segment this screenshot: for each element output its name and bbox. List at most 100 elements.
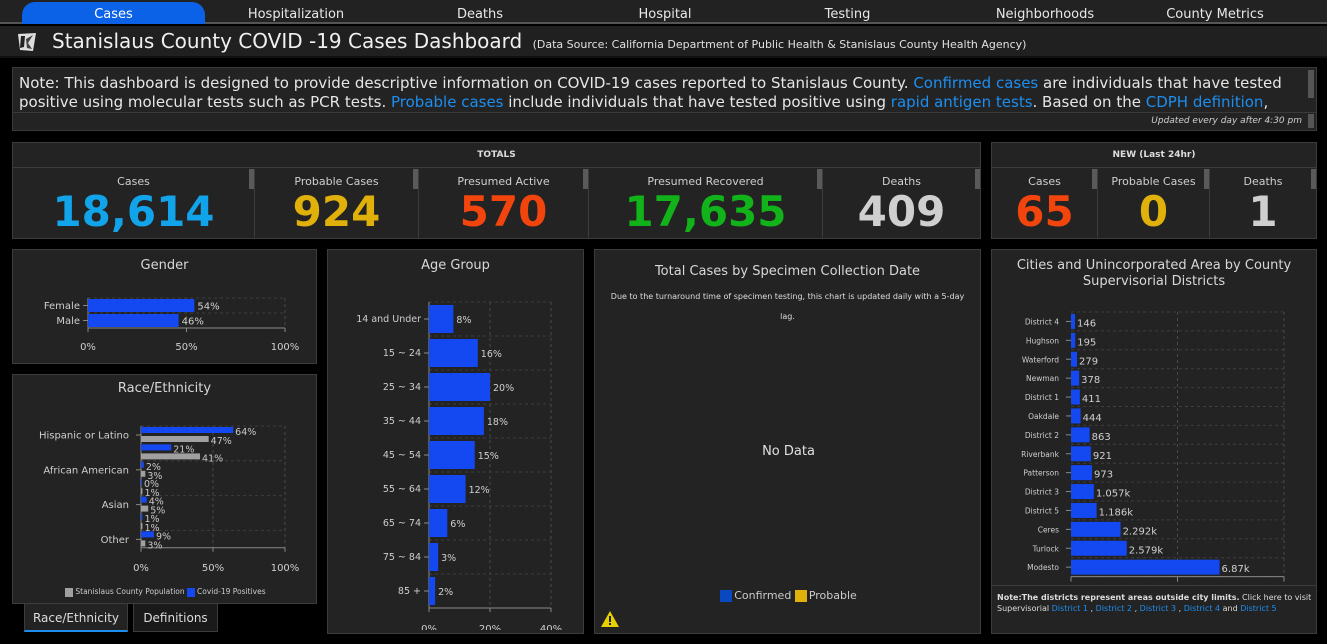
value-label: 2.579k (1129, 545, 1164, 556)
category-label: Asian (102, 500, 129, 511)
tab-cases[interactable]: Cases (22, 2, 205, 24)
age-chart: 14 and Under 8% 15 ~ 24 16% 25 ~ 34 20% 35 ~ 4… (356, 301, 562, 630)
category-label: District 1 (1025, 393, 1059, 402)
districts-note-and: and (1222, 604, 1238, 613)
new-24hr-heading: NEW (Last 24hr) (992, 143, 1316, 168)
stat-value: 65 (1015, 187, 1074, 236)
probable-cases-link[interactable]: Probable cases (391, 93, 504, 111)
value-label: 921 (1093, 451, 1112, 462)
bar (88, 299, 195, 312)
district-3-link[interactable]: District 3 (1139, 604, 1177, 613)
new-stat-probable-cases: Probable Cases 0 (1098, 169, 1210, 238)
bar-population (141, 436, 209, 442)
scroll-knob[interactable] (817, 169, 822, 189)
bar (429, 475, 466, 503)
bar (1071, 484, 1094, 500)
category-label: District 3 (1025, 488, 1059, 497)
specimen-legend: Confirmed Probable (595, 589, 982, 602)
note-text: Note: This dashboard is designed to prov… (19, 74, 1299, 114)
bar (1071, 427, 1090, 443)
confirmed-cases-link[interactable]: Confirmed cases (913, 74, 1039, 92)
county-logo-icon (18, 33, 36, 51)
scroll-knob[interactable] (249, 169, 254, 189)
bar (429, 339, 478, 367)
category-label: Riverbank (1021, 450, 1060, 459)
district-2-link[interactable]: District 2 (1095, 604, 1133, 613)
districts-note-bold: Note:The districts represent areas outsi… (997, 593, 1240, 602)
bar (1071, 465, 1093, 481)
bar-population (141, 523, 143, 529)
totals-panel: TOTALS Cases 18,614 Probable Cases 924 P… (12, 142, 981, 239)
category-label: Male (56, 316, 80, 327)
value-label: 1% (144, 514, 159, 525)
stat-value: 409 (857, 187, 946, 236)
bar (429, 509, 448, 537)
bar-positives (141, 444, 172, 451)
scroll-knob[interactable] (1204, 169, 1209, 189)
value-label: 18% (487, 417, 508, 428)
stat-label: Probable Cases (294, 175, 379, 188)
note-divider (13, 112, 1316, 113)
data-source: (Data Source: California Department of P… (532, 38, 1027, 51)
value-label: 1% (144, 488, 159, 499)
no-data-message: No Data (762, 444, 815, 459)
districts-chart-title: Cities and Unincorporated Area by County… (1016, 258, 1292, 289)
bar (429, 577, 436, 605)
scroll-knob[interactable] (413, 169, 418, 189)
tab-neighborhoods[interactable]: Neighborhoods (995, 7, 1095, 22)
footer-scrollbar[interactable] (1308, 114, 1314, 128)
tab-testing[interactable]: Testing (824, 7, 871, 22)
cdph-definition-link[interactable]: CDPH definition (1145, 93, 1264, 111)
value-label: 146 (1077, 318, 1096, 329)
tab-race-ethnicity[interactable]: Race/Ethnicity (24, 604, 128, 632)
bar-population (141, 470, 146, 477)
x-tick-label: 100% (271, 563, 300, 574)
value-label: 41% (202, 453, 223, 464)
value-label: 54% (197, 302, 219, 313)
x-tick-label: 50% (175, 342, 197, 353)
district-5-link[interactable]: District 5 (1240, 604, 1277, 613)
age-group-panel: Age Group 14 and Under 8% 15 ~ 24 16% 25 ~ 3… (327, 249, 584, 634)
stat-label: Presumed Active (457, 175, 550, 188)
value-label: 6% (450, 519, 465, 530)
category-label: 65 ~ 74 (383, 518, 421, 529)
race-chart: Hispanic or Latino 64%47% 21% 41% African Am… (39, 425, 300, 574)
bar (1071, 521, 1121, 537)
value-label: 5% (150, 506, 165, 517)
bar-positives (141, 514, 143, 520)
specimen-panel: Total Cases by Specimen Collection Date … (594, 249, 981, 634)
value-label: 64% (235, 427, 256, 438)
note-scrollbar[interactable] (1308, 70, 1314, 98)
districts-note: Note:The districts represent areas outsi… (997, 593, 1312, 613)
category-label: Oakdale (1028, 412, 1059, 421)
value-label: 12% (469, 485, 490, 496)
totals-heading: TOTALS (13, 143, 980, 168)
district-1-link[interactable]: District 1 (1051, 604, 1089, 613)
value-label: 2% (146, 462, 161, 473)
warning-icon[interactable] (600, 610, 620, 628)
category-label: Turlock (1032, 544, 1060, 553)
category-label: Waterford (1022, 355, 1059, 364)
note-text-4: . Based on the (1032, 93, 1146, 111)
district-4-link[interactable]: District 4 (1183, 604, 1221, 613)
tab-hospitalization[interactable]: Hospitalization (247, 7, 345, 22)
updated-text: Updated every day after 4:30 pm (1151, 116, 1302, 126)
tab-hospital[interactable]: Hospital (638, 7, 692, 22)
value-label: 444 (1083, 413, 1102, 424)
scroll-knob[interactable] (583, 169, 588, 189)
districts-divider (992, 585, 1316, 586)
bar (1071, 502, 1097, 518)
scroll-knob[interactable] (1092, 169, 1097, 189)
stat-presumed-active: Presumed Active 570 (419, 169, 589, 238)
scroll-knob[interactable] (1311, 169, 1316, 189)
value-label: 3% (147, 540, 162, 551)
rapid-antigen-link[interactable]: rapid antigen tests (890, 93, 1033, 111)
tab-county-metrics[interactable]: County Metrics (1166, 7, 1264, 22)
category-label: District 2 (1025, 431, 1059, 440)
stat-label: Probable Cases (1111, 175, 1196, 188)
scroll-knob[interactable] (975, 169, 980, 189)
tab-definitions[interactable]: Definitions (133, 604, 218, 632)
tab-deaths[interactable]: Deaths (456, 7, 504, 22)
value-label: 1.057k (1096, 489, 1131, 500)
bar-population (141, 505, 149, 512)
